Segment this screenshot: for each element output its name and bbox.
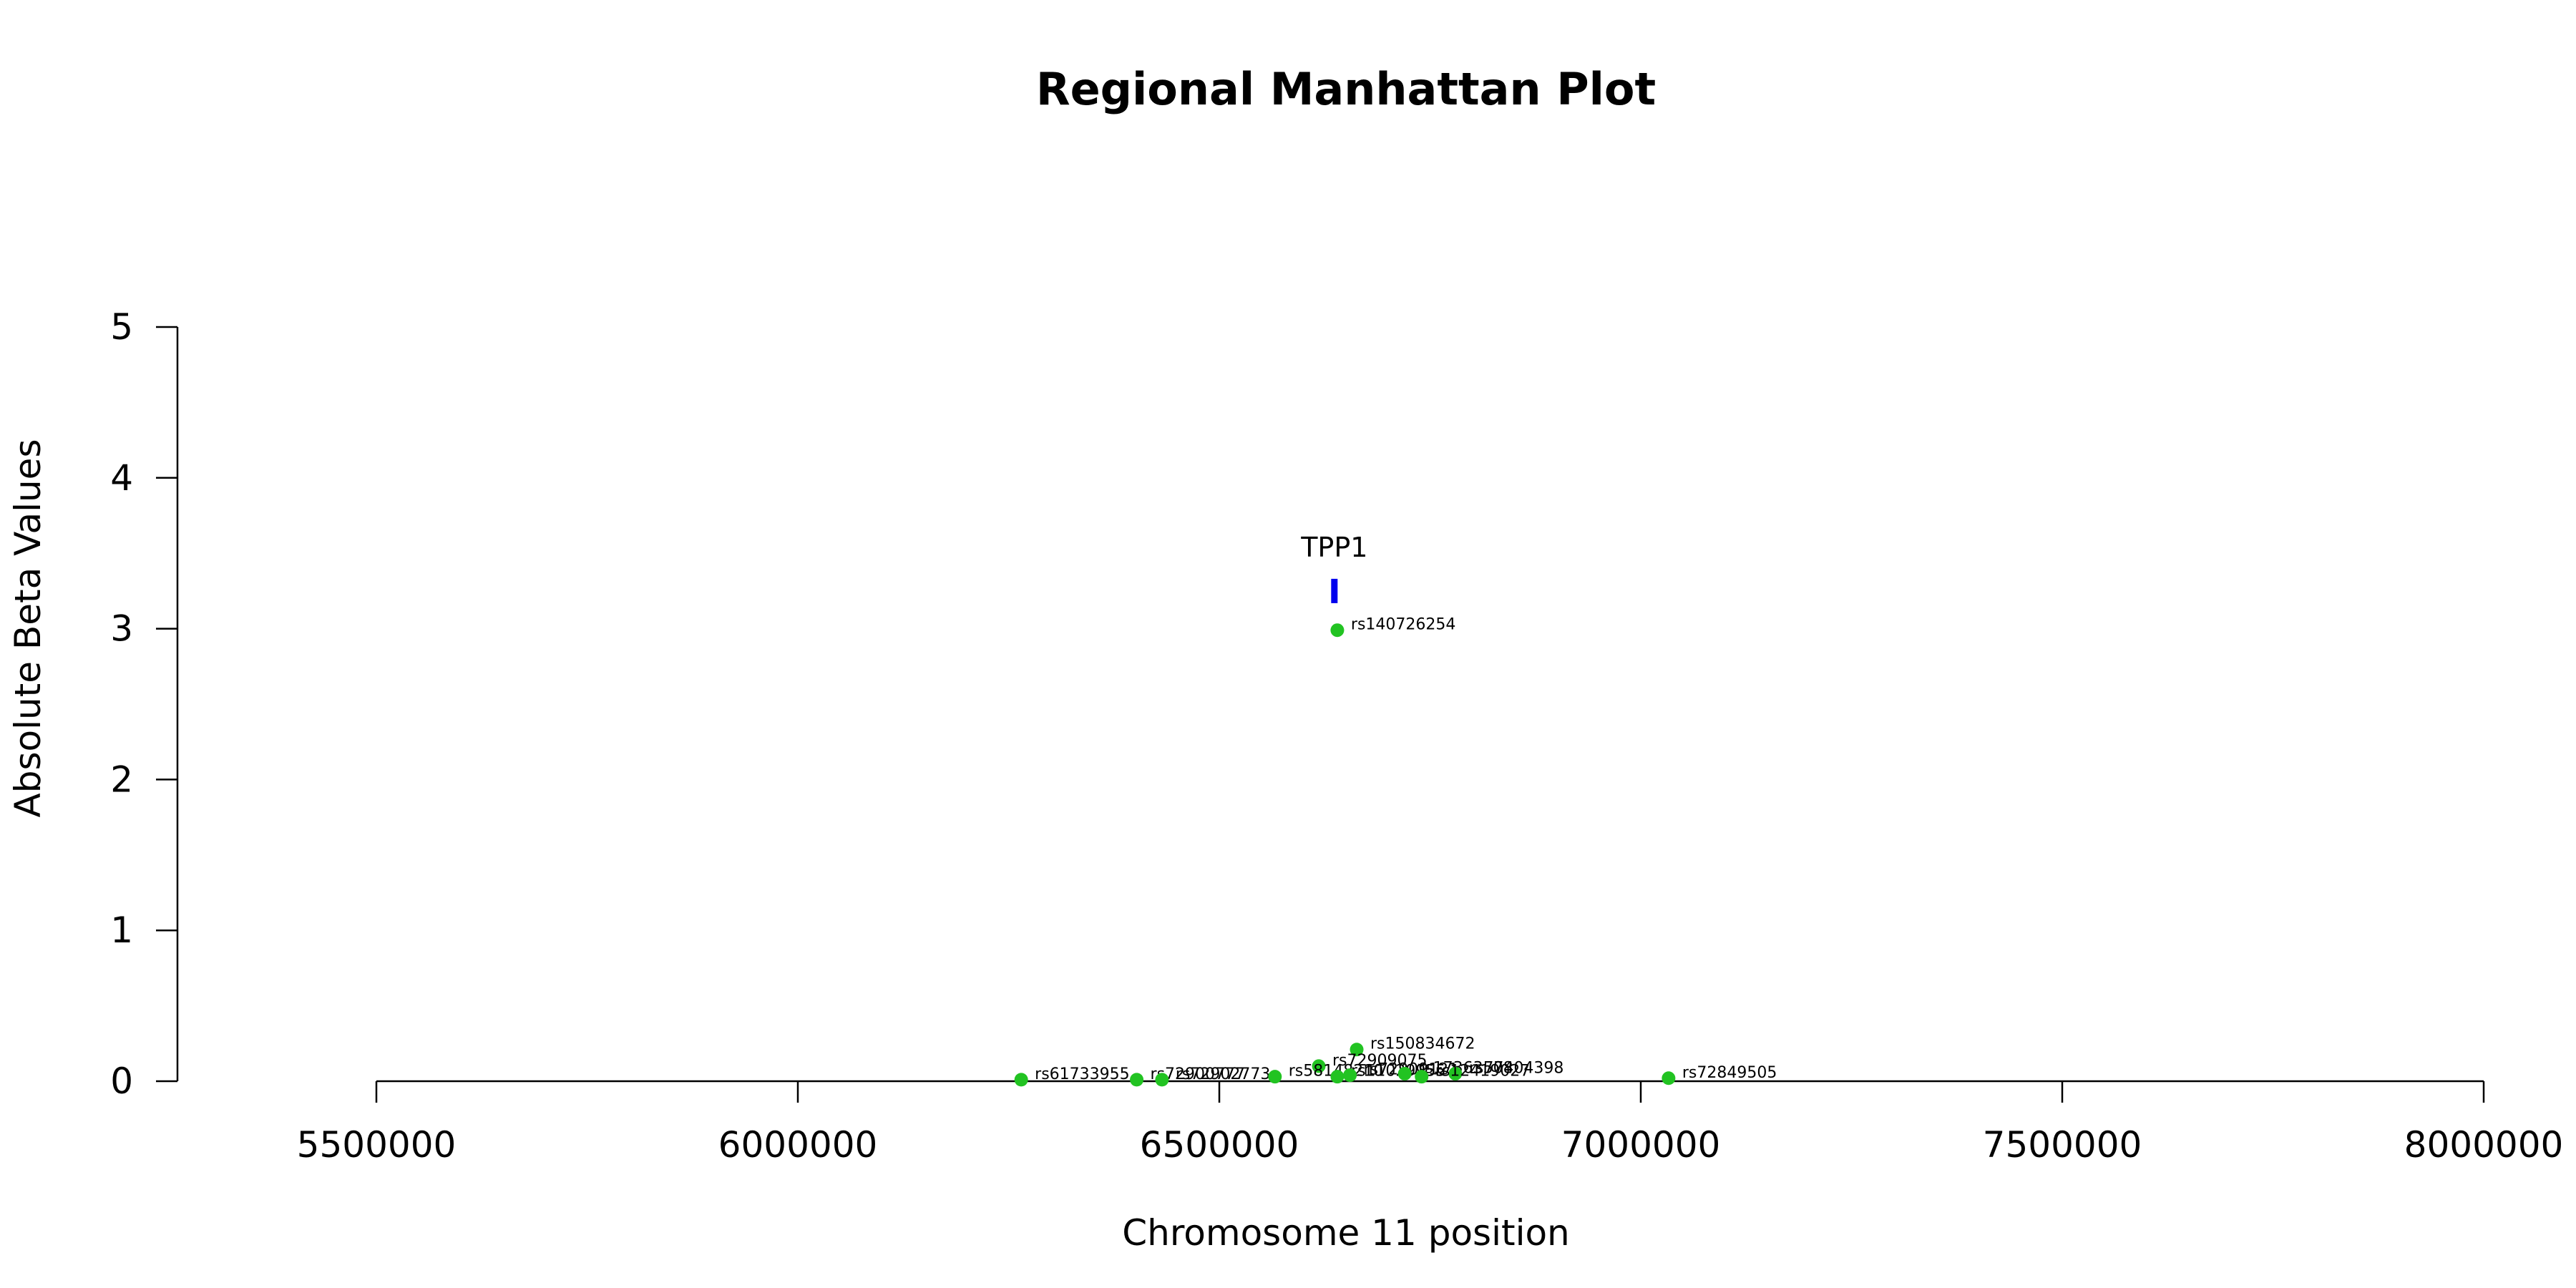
snp-point <box>1130 1073 1144 1087</box>
snp-point <box>1343 1068 1357 1083</box>
gene-bar <box>1331 578 1338 603</box>
snp-point <box>1330 1070 1345 1084</box>
y-tick-label: 1 <box>110 909 133 951</box>
y-axis: 0 1 2 3 4 5 <box>110 306 179 1102</box>
x-tick-label: 7500000 <box>1983 1124 2142 1166</box>
y-tick-label: 3 <box>110 608 133 650</box>
snp-point <box>1312 1059 1326 1073</box>
snp-point <box>1350 1043 1364 1057</box>
y-tick-label: 5 <box>110 306 133 348</box>
snp-point <box>1662 1071 1676 1085</box>
x-axis: 5500000 6000000 6500000 7000000 7500000 80000… <box>297 1080 2564 1166</box>
y-tick-label: 4 <box>110 457 133 499</box>
snp-label: rs72902773 <box>1176 1065 1270 1083</box>
snp-point <box>1268 1070 1282 1084</box>
snp-point <box>1397 1066 1412 1080</box>
y-axis-label: Absolute Beta Values <box>7 439 49 818</box>
snp-point <box>1415 1070 1429 1084</box>
x-tick-label: 6500000 <box>1140 1124 1299 1166</box>
snp-point <box>1014 1073 1028 1087</box>
snp-point <box>1330 623 1345 638</box>
snp-point <box>1448 1066 1463 1080</box>
snp-label: rs17363508 <box>1418 1059 1513 1077</box>
gene-track: TPP1 <box>1300 532 1367 603</box>
y-tick-label: 0 <box>110 1060 133 1102</box>
snp-label: rs11029955 <box>1351 1063 1445 1080</box>
x-axis-label: Chromosome 11 position <box>1122 1212 1570 1254</box>
snp-point <box>1155 1073 1169 1087</box>
x-tick-label: 7000000 <box>1561 1124 1721 1166</box>
y-tick-label: 2 <box>110 758 133 800</box>
gene-label: TPP1 <box>1300 532 1367 563</box>
snp-label: rs72909075 <box>1332 1052 1427 1070</box>
snp-label: rs72849505 <box>1682 1064 1777 1082</box>
x-tick-label: 6000000 <box>718 1124 878 1166</box>
snp-label: rs150834672 <box>1370 1035 1475 1053</box>
chart-title: Regional Manhattan Plot <box>1036 63 1656 115</box>
snp-label: rs77404398 <box>1469 1059 1563 1077</box>
snp-label: rs12419027 <box>1435 1063 1530 1080</box>
x-tick-label: 5500000 <box>297 1124 457 1166</box>
x-tick-label: 8000000 <box>2404 1124 2564 1166</box>
snp-label: rs61733955 <box>1035 1065 1129 1083</box>
snp-label: rs140726254 <box>1351 616 1455 634</box>
